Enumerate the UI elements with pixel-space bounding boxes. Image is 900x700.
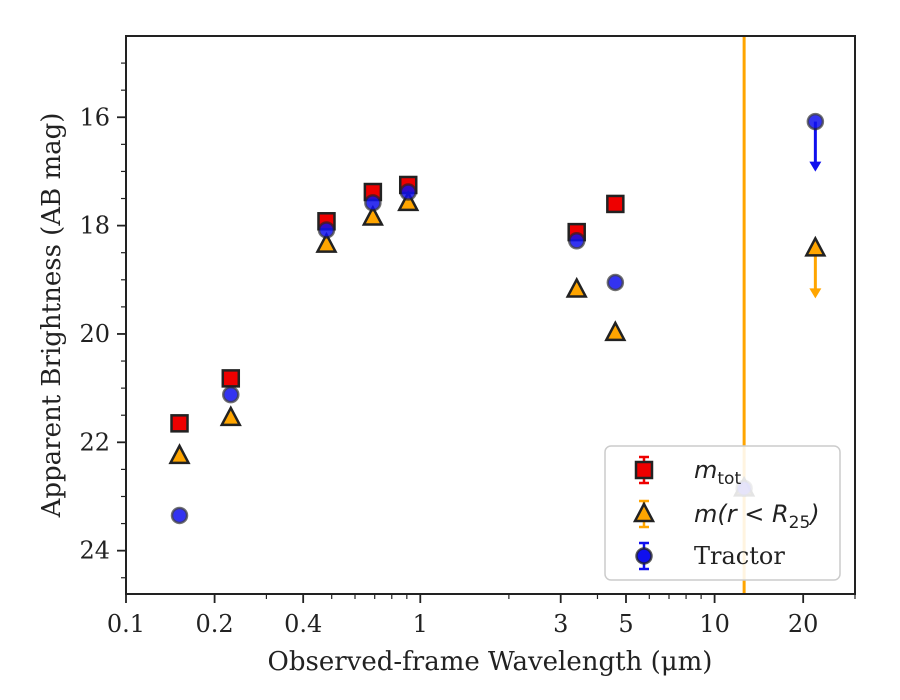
- y-tick-label: 20: [79, 320, 110, 348]
- legend-entry: m(r < R25): [632, 499, 820, 533]
- circle-upper-limit-point: [806, 112, 825, 131]
- triangle-data-point: [315, 231, 338, 253]
- legend-entry: Tractor: [635, 541, 785, 571]
- circle-data-point: [222, 385, 240, 404]
- legend-label: m(r < R25): [694, 500, 820, 533]
- y-tick-label: 16: [79, 103, 110, 131]
- axis-ticks-layer: 0.1 0.2 0.4 1 3 5 10 20 16 18 20 22 24: [79, 62, 856, 638]
- x-tick-label: 1: [413, 610, 428, 638]
- x-tick-label: 20: [788, 610, 819, 638]
- x-axis-label: Observed-frame Wavelength (μm): [268, 647, 713, 677]
- legend-box: [604, 445, 841, 581]
- y-tick-label: 18: [79, 212, 110, 240]
- circle-data-point: [170, 506, 189, 525]
- legend-square-marker: [634, 460, 654, 480]
- triangle-data-point: [397, 190, 420, 212]
- circle-data-point: [399, 183, 417, 201]
- legend-circle-marker: [635, 547, 653, 565]
- legend: mtot m(r < R25) Tractor: [604, 445, 841, 581]
- legend-label: Tractor: [694, 542, 785, 570]
- square-data-point: [221, 369, 241, 388]
- y-axis-label: Apparent Brightness (AB mag): [37, 113, 67, 519]
- triangle-upper-limit-point: [804, 235, 827, 257]
- legend-triangle-marker: [632, 501, 656, 523]
- legend-entry: mtot: [634, 455, 741, 489]
- triangle-data-point: [219, 405, 242, 427]
- circle-data-point: [317, 221, 336, 239]
- circle-data-point: [606, 273, 625, 292]
- x-tick-label: 3: [553, 610, 568, 638]
- x-tick-label: 5: [618, 610, 633, 638]
- square-data-point: [606, 194, 625, 214]
- triangle-data-point: [168, 443, 191, 465]
- square-data-point: [170, 414, 189, 433]
- plot-frame: [125, 35, 856, 595]
- triangle-data-point: [361, 204, 384, 226]
- triangle-data-point: [565, 276, 588, 298]
- x-tick-label: 0.4: [284, 610, 322, 638]
- y-tick-label: 22: [79, 428, 110, 456]
- x-tick-label: 0.1: [107, 610, 145, 638]
- triangle-data-point: [604, 320, 627, 342]
- x-tick-label: 0.2: [196, 610, 234, 638]
- legend-label: mtot: [694, 456, 741, 489]
- y-tick-label: 24: [79, 537, 110, 565]
- circle-data-point: [364, 194, 382, 212]
- x-tick-label: 10: [699, 610, 730, 638]
- circle-data-point: [567, 232, 586, 250]
